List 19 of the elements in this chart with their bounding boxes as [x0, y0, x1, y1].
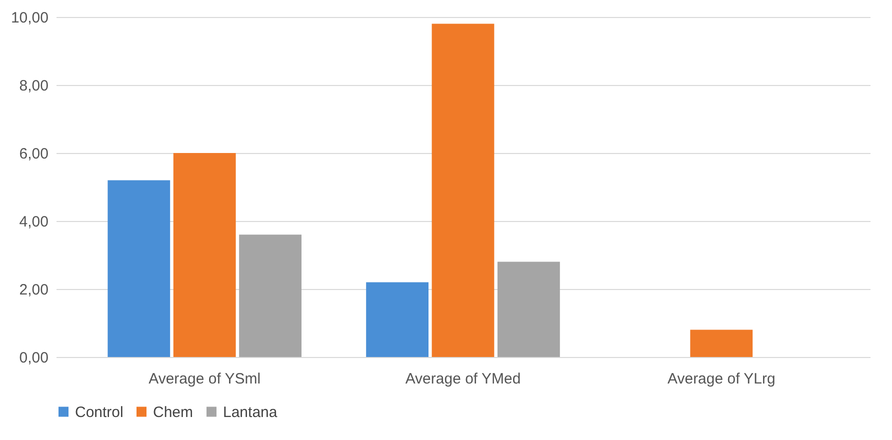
- legend-label: Lantana: [223, 404, 278, 421]
- bar: [366, 282, 429, 357]
- x-tick-label: Average of YMed: [405, 370, 521, 388]
- bar: [108, 180, 170, 357]
- bar: [173, 153, 236, 357]
- bar: [239, 234, 302, 357]
- bar: [432, 24, 494, 357]
- x-tick-label: Average of YSml: [148, 370, 261, 388]
- y-tick-label: 6,00: [19, 146, 48, 162]
- y-tick-label: 0,00: [19, 350, 48, 366]
- legend-label: Control: [75, 404, 124, 421]
- y-tick-label: 10,00: [10, 10, 48, 26]
- x-tick-label: Average of YLrg: [667, 370, 776, 388]
- y-tick-label: 4,00: [19, 214, 48, 230]
- y-tick-label: 2,00: [19, 282, 48, 298]
- y-tick-label: 8,00: [19, 78, 48, 94]
- bar: [497, 262, 560, 357]
- legend-label: Chem: [153, 404, 194, 421]
- bar: [690, 330, 753, 357]
